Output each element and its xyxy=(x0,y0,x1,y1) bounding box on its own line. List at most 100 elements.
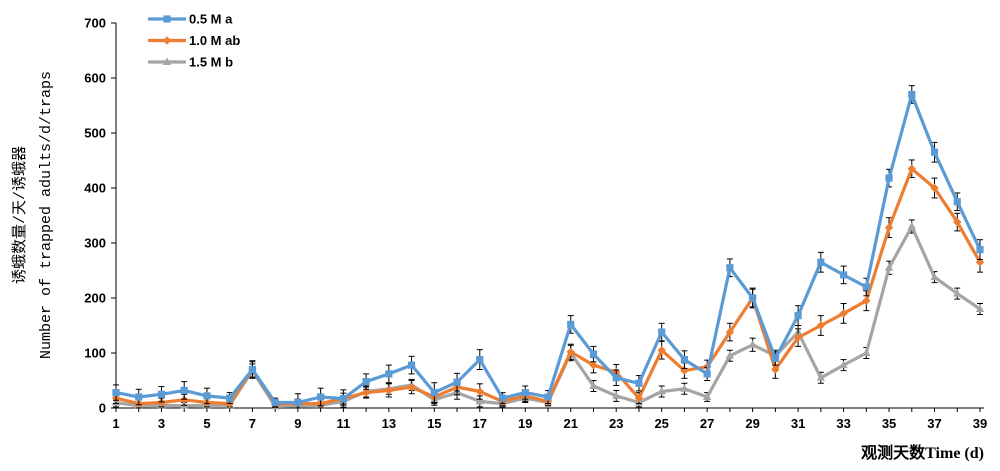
data-point xyxy=(476,356,484,364)
data-point xyxy=(634,393,644,403)
data-point xyxy=(839,360,848,369)
data-point xyxy=(930,148,939,156)
legend-label: 1.0 M ab xyxy=(189,33,240,48)
data-point xyxy=(975,258,985,267)
y-tick-label: 500 xyxy=(84,126,106,141)
data-point xyxy=(407,361,416,369)
data-point xyxy=(657,387,666,395)
x-tick-label: 7 xyxy=(249,416,256,431)
x-tick-label: 37 xyxy=(927,416,941,431)
data-point xyxy=(725,351,735,359)
data-point xyxy=(953,198,961,206)
y-axis-title-english: Number of trapped adults/d/traps xyxy=(38,71,55,359)
data-point xyxy=(612,374,620,382)
data-point xyxy=(475,387,484,396)
data-point xyxy=(157,398,166,407)
x-tick-label: 13 xyxy=(382,416,396,431)
data-point xyxy=(635,379,643,387)
data-point xyxy=(884,223,894,232)
data-point xyxy=(862,283,870,291)
legend-label: 0.5 M a xyxy=(189,12,233,27)
data-point xyxy=(930,272,939,281)
series-1 xyxy=(112,85,984,409)
data-point xyxy=(726,264,734,272)
data-point xyxy=(180,386,188,394)
series-2 xyxy=(111,159,985,409)
data-point xyxy=(702,392,712,400)
data-point xyxy=(771,354,779,363)
data-point xyxy=(703,370,711,378)
x-tick-label: 25 xyxy=(654,416,668,431)
data-point xyxy=(271,398,279,407)
data-point xyxy=(907,222,916,230)
x-tick-label: 33 xyxy=(836,416,850,431)
data-point xyxy=(112,389,120,397)
legend-item: 1.0 M ab xyxy=(148,33,240,48)
legend-item: 1.5 M b xyxy=(148,55,233,70)
x-tick-label: 9 xyxy=(294,416,301,431)
x-tick-label: 35 xyxy=(882,416,896,431)
x-axis-title: 观测天数Time (d) xyxy=(861,443,984,462)
data-point xyxy=(658,328,666,336)
data-point xyxy=(589,360,598,370)
y-tick-label: 100 xyxy=(84,346,106,361)
x-tick-label: 31 xyxy=(791,416,805,431)
data-point xyxy=(180,395,189,404)
data-point xyxy=(385,370,393,378)
data-point xyxy=(453,378,461,386)
legend-item: 0.5 M a xyxy=(148,12,233,27)
legend-swatch-marker xyxy=(162,57,172,65)
legend: 0.5 M a 1.0 M ab 1.5 M b xyxy=(148,12,240,70)
data-point xyxy=(157,390,166,398)
data-point xyxy=(226,394,234,402)
data-point xyxy=(294,398,302,407)
data-point xyxy=(135,393,143,401)
data-point xyxy=(771,365,780,374)
data-point xyxy=(907,164,916,173)
x-tick-label: 11 xyxy=(336,416,350,431)
data-point xyxy=(521,389,529,397)
y-axis-title: 诱蛾数量/天/诱蛾器 Number of trapped adults/d/tr… xyxy=(11,71,55,359)
data-point xyxy=(930,183,939,193)
y-tick-label: 0 xyxy=(99,401,106,416)
data-point xyxy=(361,388,371,397)
data-point xyxy=(203,392,211,400)
y-tick-label: 200 xyxy=(84,291,106,306)
data-point xyxy=(384,386,394,395)
x-tick-label: 1 xyxy=(112,416,119,431)
data-point xyxy=(749,294,757,302)
data-point xyxy=(589,350,598,358)
data-point xyxy=(794,312,802,320)
data-point xyxy=(816,373,826,381)
x-tick-label: 15 xyxy=(427,416,441,431)
data-point xyxy=(567,320,575,328)
series-line-1-0-m-ab xyxy=(115,167,982,406)
y-tick-label: 300 xyxy=(84,236,106,251)
data-point xyxy=(657,346,666,355)
data-point xyxy=(817,258,825,266)
y-tick-label: 700 xyxy=(84,16,106,31)
data-point xyxy=(589,381,598,389)
data-point xyxy=(953,217,962,227)
data-point xyxy=(407,382,416,392)
x-tick-label: 27 xyxy=(700,416,714,431)
y-tick-label: 600 xyxy=(84,71,106,86)
legend-swatch-marker xyxy=(162,36,172,45)
data-point xyxy=(839,271,848,279)
data-point xyxy=(566,347,575,357)
data-point xyxy=(612,391,621,399)
data-point xyxy=(748,340,757,348)
data-point xyxy=(976,246,984,254)
data-point xyxy=(248,365,257,374)
data-point xyxy=(862,348,871,356)
data-point xyxy=(884,263,894,271)
legend-swatch-marker xyxy=(163,15,171,23)
x-tick-label: 21 xyxy=(564,416,578,431)
data-point xyxy=(885,174,893,182)
data-point xyxy=(680,356,689,364)
x-tick-label: 17 xyxy=(473,416,487,431)
data-point xyxy=(680,384,689,392)
x-tick-label: 3 xyxy=(158,416,165,431)
